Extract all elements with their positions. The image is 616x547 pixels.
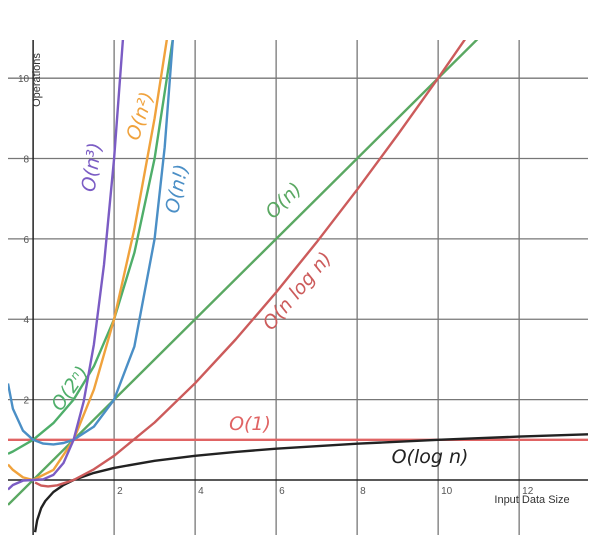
y-tick-label: 6 [24,235,30,246]
curve [33,433,588,533]
y-tick-label: 10 [18,74,30,85]
y-tick-label: 8 [24,155,30,166]
curve [8,40,479,506]
lines [8,40,588,533]
curve-label: O(log n) [392,446,469,468]
y-tick-label: 4 [24,315,30,326]
x-tick-label: 2 [117,486,123,497]
x-tick-label: 10 [441,486,453,497]
curve [34,40,467,488]
x-tick-label: 8 [360,486,366,497]
curve-label: O(n²) [122,89,158,143]
curve [8,40,175,446]
y-tick-label: 2 [24,396,30,407]
y-axis-title: Operations [31,53,43,107]
curve-labels: O(1)O(log n)O(n)O(n log n)O(2ⁿ)O(n²)O(n!… [47,89,469,468]
x-tick-label: 6 [279,486,285,497]
curve-label: O(n!) [161,162,193,215]
curve-label: O(n log n) [258,248,336,335]
x-tick-label: 4 [198,486,204,497]
curve [8,40,125,491]
curve-label: O(n³) [78,141,107,193]
curve-label: O(1) [229,413,271,435]
curve [8,40,174,455]
x-tick-label: 12 [522,486,534,497]
x-axis-title: Input Data Size [494,494,569,506]
grid: 2 4 6 8 10 12 2 4 6 8 10 [8,40,588,535]
